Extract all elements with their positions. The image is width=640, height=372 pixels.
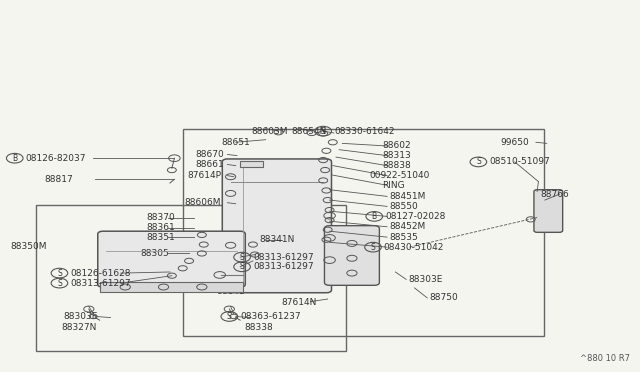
- Text: 87614N: 87614N: [282, 298, 317, 307]
- Text: S: S: [240, 253, 244, 262]
- Text: S: S: [57, 269, 62, 278]
- Text: S: S: [227, 312, 232, 321]
- Text: 88305: 88305: [140, 249, 169, 258]
- Text: 08313-61297: 08313-61297: [253, 262, 314, 271]
- FancyBboxPatch shape: [534, 190, 563, 232]
- Text: S: S: [371, 243, 376, 251]
- Text: ^880 10 R7: ^880 10 R7: [580, 354, 630, 363]
- Text: 08126-61628: 08126-61628: [70, 269, 131, 278]
- Bar: [100, 282, 243, 292]
- Bar: [36, 205, 346, 351]
- Text: 88817: 88817: [44, 175, 73, 184]
- Text: 88602: 88602: [383, 141, 412, 151]
- Text: 99650: 99650: [500, 138, 529, 147]
- Text: 88654N: 88654N: [291, 126, 326, 136]
- Text: 88361: 88361: [147, 223, 175, 232]
- Text: 88603M: 88603M: [251, 126, 287, 136]
- Text: 08313-61297: 08313-61297: [70, 279, 131, 288]
- Text: 88303E: 88303E: [63, 312, 98, 321]
- Text: 88641: 88641: [216, 287, 245, 296]
- Text: 88370: 88370: [147, 213, 175, 222]
- FancyBboxPatch shape: [324, 226, 380, 285]
- Text: 88351: 88351: [147, 232, 175, 242]
- Bar: [182, 129, 543, 336]
- Text: 88452M: 88452M: [389, 222, 425, 231]
- Text: 87614P: 87614P: [187, 171, 221, 180]
- Text: 88327N: 88327N: [61, 323, 97, 332]
- Text: 88313: 88313: [383, 151, 412, 160]
- Text: S: S: [321, 126, 326, 136]
- Text: 08313-61297: 08313-61297: [253, 253, 314, 262]
- FancyBboxPatch shape: [222, 159, 332, 293]
- Text: 88535: 88535: [389, 232, 418, 242]
- Text: S: S: [476, 157, 481, 166]
- FancyBboxPatch shape: [98, 231, 245, 287]
- Text: 88838: 88838: [383, 161, 412, 170]
- Text: 88670: 88670: [195, 150, 224, 159]
- Text: 88350M: 88350M: [10, 241, 47, 250]
- Text: 08430-51042: 08430-51042: [384, 243, 444, 251]
- Text: S: S: [240, 262, 244, 271]
- Text: 88550: 88550: [389, 202, 418, 211]
- Text: 08330-61642: 08330-61642: [334, 126, 394, 136]
- Text: 08127-02028: 08127-02028: [385, 212, 445, 221]
- Text: 08510-51097: 08510-51097: [489, 157, 550, 166]
- Text: 88606M: 88606M: [184, 198, 221, 207]
- Text: 88303E: 88303E: [408, 275, 442, 284]
- Text: 88661: 88661: [195, 160, 224, 169]
- Text: B: B: [372, 212, 377, 221]
- Text: 08126-82037: 08126-82037: [26, 154, 86, 163]
- Text: 08363-61237: 08363-61237: [240, 312, 301, 321]
- Text: B: B: [12, 154, 17, 163]
- Text: 88766: 88766: [540, 190, 569, 199]
- Text: 00922-51040: 00922-51040: [370, 171, 430, 180]
- Text: 88338: 88338: [244, 323, 273, 332]
- Text: RING: RING: [383, 181, 405, 190]
- Text: 88750: 88750: [430, 294, 459, 302]
- Text: 88651: 88651: [221, 138, 250, 147]
- Bar: [240, 161, 262, 167]
- Text: 88451M: 88451M: [389, 192, 426, 201]
- Text: S: S: [57, 279, 62, 288]
- Text: 88341N: 88341N: [259, 235, 294, 244]
